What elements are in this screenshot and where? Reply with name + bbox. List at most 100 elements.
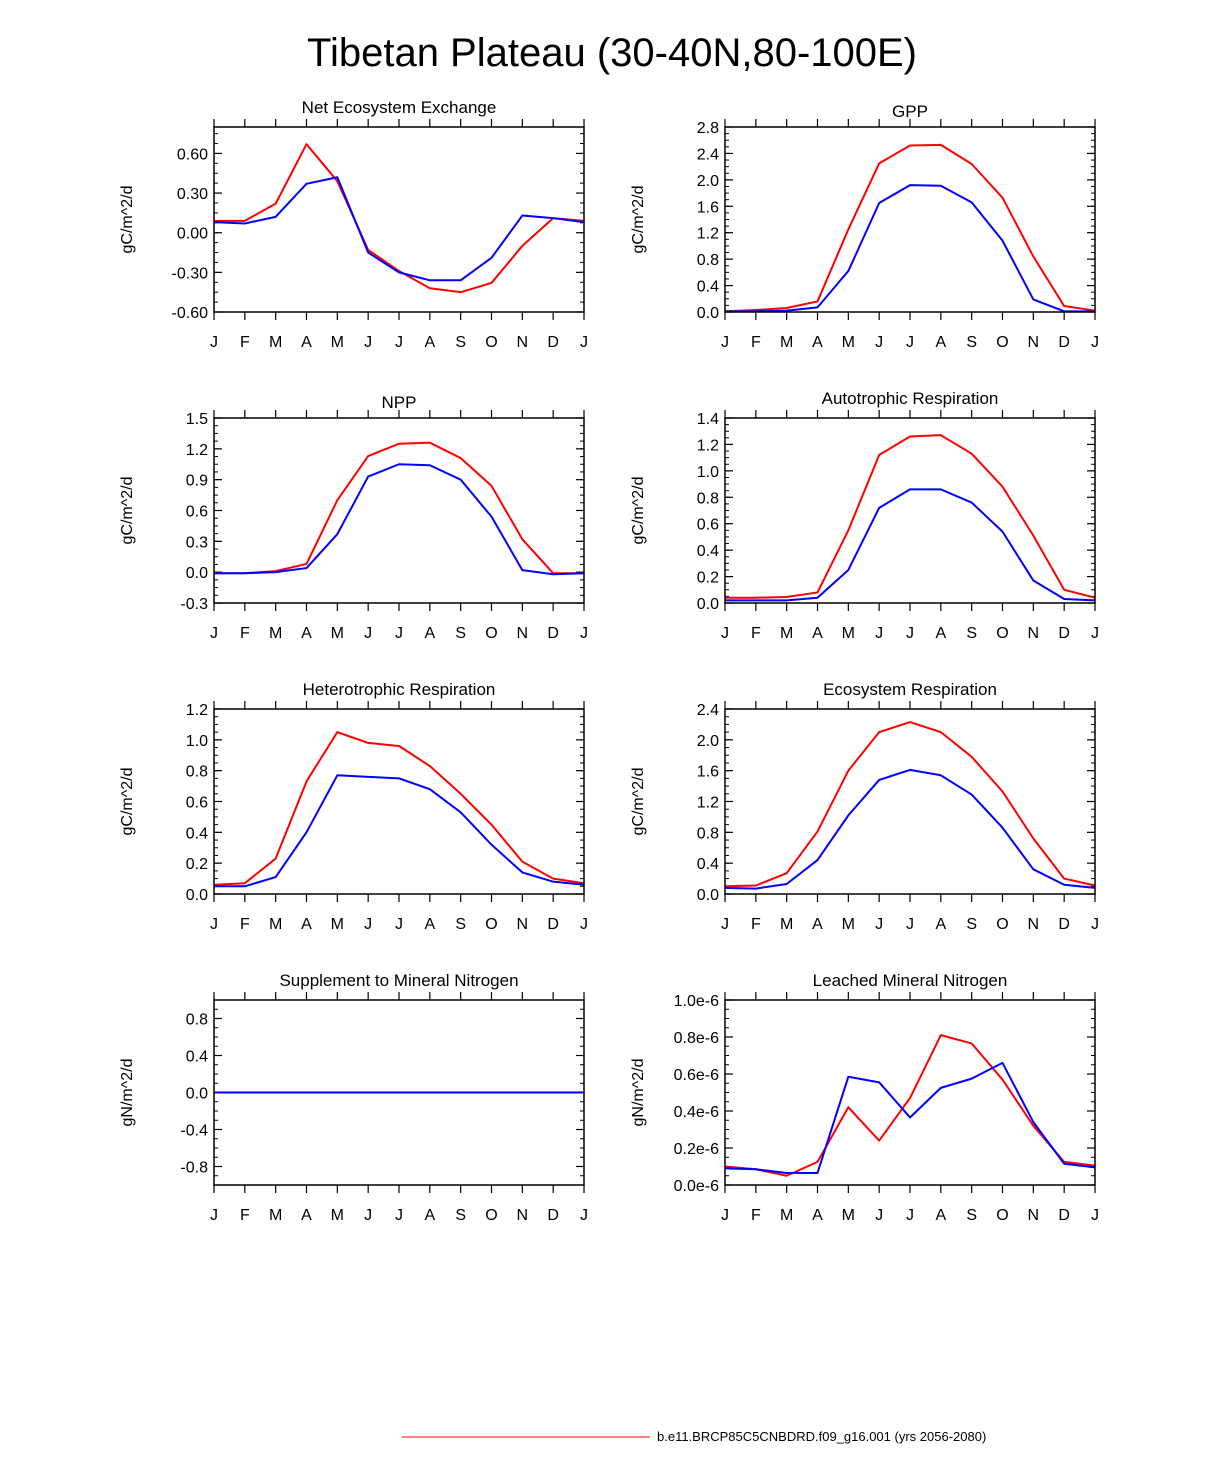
x-tick-label: J <box>906 334 914 351</box>
x-tick-label: J <box>1091 1207 1099 1224</box>
x-tick-label: J <box>210 916 218 933</box>
x-tick-label: J <box>875 625 883 642</box>
x-tick-label: D <box>547 625 559 642</box>
plot-frame <box>213 708 585 895</box>
y-tick-label: -0.3 <box>180 596 208 613</box>
y-tick-label: 1.6 <box>697 199 719 216</box>
y-tick-label: 0.0 <box>186 565 208 582</box>
x-tick-label: S <box>455 334 466 351</box>
y-tick-label: 2.0 <box>697 173 719 190</box>
chart-panel-8: Leached Mineral Nitrogen gN/m^2/d 0.0e-6 0.… <box>630 971 1099 1224</box>
y-tick-label: 0.0e-6 <box>674 1178 719 1195</box>
series-line-control <box>214 774 585 888</box>
panel-title: GPP <box>892 102 928 121</box>
y-tick-label: 0.4 <box>186 1049 208 1066</box>
x-tick-label: M <box>842 625 855 642</box>
x-tick-label: F <box>751 625 761 642</box>
x-tick-label: J <box>721 1207 729 1224</box>
x-tick-label: A <box>424 334 435 351</box>
x-tick-label: N <box>517 625 529 642</box>
x-tick-label: N <box>1028 334 1040 351</box>
x-tick-label: M <box>269 334 282 351</box>
y-tick-label: 0.4e-6 <box>674 1104 719 1121</box>
y-tick-label: 0.30 <box>177 186 208 203</box>
x-tick-label: O <box>996 1207 1008 1224</box>
series-line-case <box>214 143 585 294</box>
y-axis-label: gC/m^2/d <box>630 186 647 254</box>
x-tick-label: J <box>1091 625 1099 642</box>
x-tick-label: J <box>875 1207 883 1224</box>
y-tick-label: 1.0 <box>697 464 719 481</box>
y-axis-label: gC/m^2/d <box>119 186 136 254</box>
y-axis-label: gC/m^2/d <box>630 477 647 545</box>
x-tick-label: M <box>331 625 344 642</box>
x-tick-label: J <box>721 625 729 642</box>
y-tick-label: 1.2 <box>186 442 208 459</box>
x-tick-label: A <box>424 625 435 642</box>
x-tick-label: J <box>395 1207 403 1224</box>
x-tick-label: M <box>780 1207 793 1224</box>
x-tick-label: J <box>580 625 588 642</box>
series-line-case <box>214 441 584 575</box>
series-line-case <box>724 1034 1096 1177</box>
legend: b.e11.BRCP85C5CNBDRD.f09_g16.001 (yrs 20… <box>402 1429 986 1444</box>
series-line-case <box>724 143 1096 313</box>
y-axis-label: gN/m^2/d <box>630 1059 647 1127</box>
y-tick-label: 0.4 <box>697 856 719 873</box>
x-tick-label: N <box>517 334 529 351</box>
x-tick-label: J <box>875 916 883 933</box>
plot-frame <box>724 999 1096 1186</box>
series-line-control <box>724 768 1096 890</box>
panel-title: Heterotrophic Respiration <box>303 680 496 699</box>
x-tick-label: F <box>240 916 250 933</box>
panel-title: Supplement to Mineral Nitrogen <box>279 971 518 990</box>
chart-panel-7: Supplement to Mineral Nitrogen gN/m^2/d -0… <box>119 971 588 1224</box>
y-tick-label: 0.8 <box>186 764 208 781</box>
series-line-case <box>213 731 585 886</box>
panel-title: Ecosystem Respiration <box>823 680 997 699</box>
x-tick-label: N <box>1028 916 1040 933</box>
y-tick-label: 0.6 <box>186 795 208 812</box>
x-tick-label: M <box>780 625 793 642</box>
x-tick-label: N <box>517 916 529 933</box>
x-tick-label: F <box>240 625 250 642</box>
x-tick-label: A <box>301 916 312 933</box>
x-tick-label: A <box>301 334 312 351</box>
chart-panel-4: Autotrophic Respiration gC/m^2/d 0.0 0.2 0.4… <box>630 389 1099 642</box>
x-tick-label: D <box>1058 334 1070 351</box>
series-line-case <box>725 434 1096 599</box>
x-tick-label: N <box>1028 625 1040 642</box>
y-tick-label: 0.2 <box>697 570 719 587</box>
x-tick-label: A <box>812 1207 823 1224</box>
x-tick-label: M <box>269 1207 282 1224</box>
x-tick-label: J <box>364 334 372 351</box>
x-tick-label: S <box>966 625 977 642</box>
y-tick-label: 0.3 <box>186 534 208 551</box>
figure-title: Tibetan Plateau (30-40N,80-100E) <box>307 31 917 75</box>
x-tick-label: O <box>485 334 497 351</box>
x-tick-label: S <box>455 1207 466 1224</box>
x-tick-label: F <box>240 334 250 351</box>
chart-panel-3: NPP gC/m^2/d -0.3 0.0 0.3 0.6 0.9 1.2 1.5 J F M A M J J… <box>119 393 588 642</box>
y-tick-label: 0.4 <box>697 543 719 560</box>
x-tick-label: A <box>935 625 946 642</box>
series-line-control <box>213 176 585 282</box>
y-tick-label: 0.6e-6 <box>674 1067 719 1084</box>
x-tick-label: A <box>424 916 435 933</box>
x-tick-label: J <box>210 1207 218 1224</box>
x-tick-label: M <box>331 334 344 351</box>
x-tick-label: J <box>875 334 883 351</box>
x-tick-label: D <box>547 334 559 351</box>
y-tick-label: 1.2 <box>697 437 719 454</box>
plot-frame <box>724 126 1096 313</box>
x-tick-label: J <box>364 1207 372 1224</box>
chart-panel-6: Ecosystem Respiration gC/m^2/d 0.0 0.4 0.8 1.… <box>630 680 1099 933</box>
x-tick-label: M <box>331 1207 344 1224</box>
x-tick-label: A <box>424 1207 435 1224</box>
x-tick-label: J <box>364 625 372 642</box>
plot-frame <box>213 417 585 604</box>
y-axis-label: gC/m^2/d <box>119 768 136 836</box>
y-tick-label: 0.0 <box>697 887 719 904</box>
x-tick-label: O <box>485 1207 497 1224</box>
